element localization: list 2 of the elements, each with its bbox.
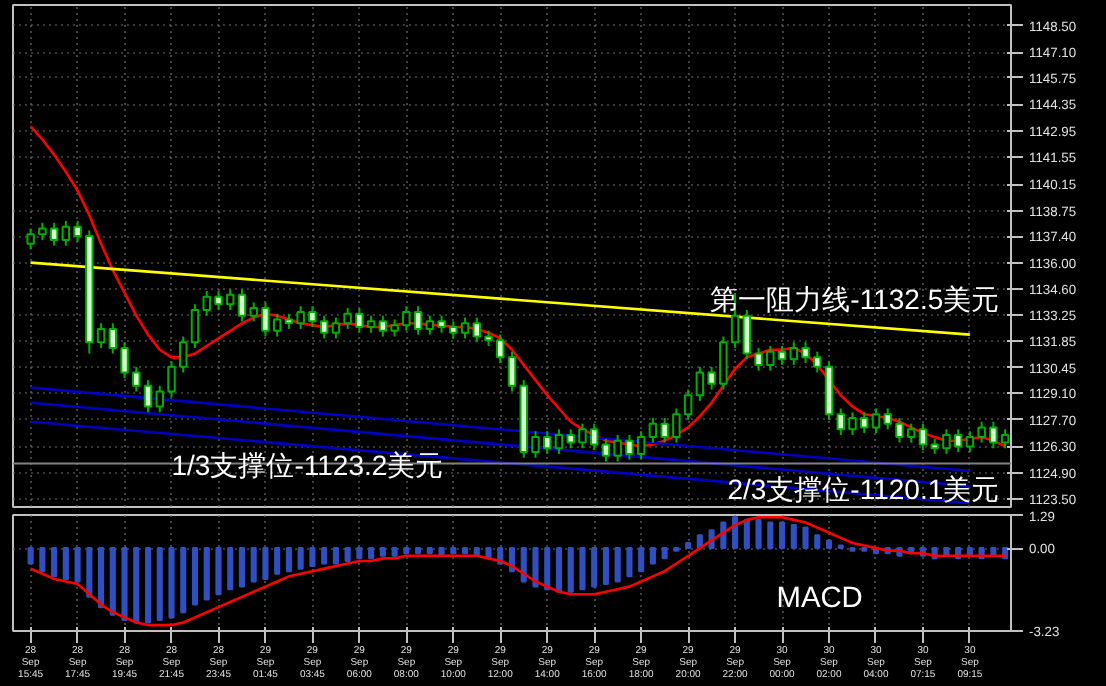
text: MACD bbox=[776, 583, 863, 615]
annotation: 1/3支撑位-1123.2美元 bbox=[171, 449, 444, 482]
